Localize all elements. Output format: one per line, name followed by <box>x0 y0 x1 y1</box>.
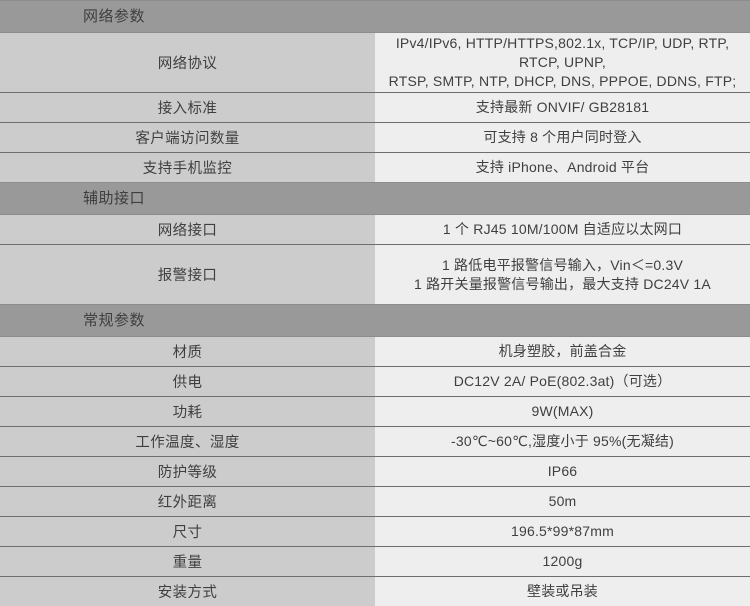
section-header-cell: 网络参数 <box>0 1 750 33</box>
table-row: 工作温度、湿度-30℃~60℃,湿度小于 95%(无凝结) <box>0 427 750 457</box>
spec-value-cell: 1200g <box>375 547 750 577</box>
section-title: 辅助接口 <box>0 190 145 207</box>
spec-value-line: 1 路低电平报警信号输入，Vin＜=0.3V <box>375 256 750 275</box>
spec-value-line: RTSP, SMTP, NTP, DHCP, DNS, PPPOE, DDNS,… <box>375 72 750 91</box>
spec-label-cell: 红外距离 <box>0 487 375 517</box>
spec-value-line: 9W(MAX) <box>375 402 750 421</box>
spec-label-cell: 网络接口 <box>0 215 375 245</box>
section-header-cell: 常规参数 <box>0 305 750 337</box>
spec-value-line: 支持最新 ONVIF/ GB28181 <box>375 98 750 117</box>
spec-value-line: 1 路开关量报警信号输出，最大支持 DC24V 1A <box>375 275 750 294</box>
spec-value-line: 1200g <box>375 552 750 571</box>
spec-value-cell: -30℃~60℃,湿度小于 95%(无凝结) <box>375 427 750 457</box>
spec-label-cell: 安装方式 <box>0 577 375 606</box>
spec-label-cell: 网络协议 <box>0 33 375 93</box>
section-title: 常规参数 <box>0 312 145 329</box>
table-row: 接入标准支持最新 ONVIF/ GB28181 <box>0 93 750 123</box>
spec-value-cell: 196.5*99*87mm <box>375 517 750 547</box>
spec-value-line: 机身塑胶，前盖合金 <box>375 342 750 361</box>
section-header-row: 辅助接口 <box>0 183 750 215</box>
spec-value-cell: DC12V 2A/ PoE(802.3at)（可选） <box>375 367 750 397</box>
spec-label-cell: 客户端访问数量 <box>0 123 375 153</box>
section-title: 网络参数 <box>0 8 145 25</box>
spec-label-cell: 工作温度、湿度 <box>0 427 375 457</box>
spec-label-cell: 供电 <box>0 367 375 397</box>
spec-value-cell: 50m <box>375 487 750 517</box>
spec-value-cell: 1 个 RJ45 10M/100M 自适应以太网口 <box>375 215 750 245</box>
spec-value-line: 支持 iPhone、Android 平台 <box>375 158 750 177</box>
spec-label-cell: 支持手机监控 <box>0 153 375 183</box>
section-header-cell: 辅助接口 <box>0 183 750 215</box>
spec-value-cell: IPv4/IPv6, HTTP/HTTPS,802.1x, TCP/IP, UD… <box>375 33 750 93</box>
spec-value-line: -30℃~60℃,湿度小于 95%(无凝结) <box>375 432 750 451</box>
table-row: 材质机身塑胶，前盖合金 <box>0 337 750 367</box>
spec-value-line: 196.5*99*87mm <box>375 522 750 541</box>
section-header-row: 常规参数 <box>0 305 750 337</box>
table-row: 支持手机监控支持 iPhone、Android 平台 <box>0 153 750 183</box>
spec-value-cell: 机身塑胶，前盖合金 <box>375 337 750 367</box>
spec-label-cell: 防护等级 <box>0 457 375 487</box>
spec-value-line: 壁装或吊装 <box>375 582 750 601</box>
table-row: 安装方式壁装或吊装 <box>0 577 750 606</box>
spec-value-line: 50m <box>375 492 750 511</box>
section-header-row: 网络参数 <box>0 1 750 33</box>
spec-value-cell: IP66 <box>375 457 750 487</box>
spec-value-line: 1 个 RJ45 10M/100M 自适应以太网口 <box>375 220 750 239</box>
spec-label-cell: 接入标准 <box>0 93 375 123</box>
spec-value-cell: 支持 iPhone、Android 平台 <box>375 153 750 183</box>
spec-value-cell: 壁装或吊装 <box>375 577 750 606</box>
spec-label-cell: 重量 <box>0 547 375 577</box>
spec-value-line: IPv4/IPv6, HTTP/HTTPS,802.1x, TCP/IP, UD… <box>375 34 750 72</box>
spec-label-cell: 尺寸 <box>0 517 375 547</box>
spec-label-cell: 功耗 <box>0 397 375 427</box>
spec-value-line: IP66 <box>375 462 750 481</box>
spec-value-line: 可支持 8 个用户同时登入 <box>375 128 750 147</box>
spec-value-cell: 9W(MAX) <box>375 397 750 427</box>
spec-label-cell: 报警接口 <box>0 245 375 305</box>
spec-label-cell: 材质 <box>0 337 375 367</box>
spec-value-cell: 支持最新 ONVIF/ GB28181 <box>375 93 750 123</box>
table-row: 客户端访问数量可支持 8 个用户同时登入 <box>0 123 750 153</box>
spec-value-line: DC12V 2A/ PoE(802.3at)（可选） <box>375 372 750 391</box>
spec-value-cell: 可支持 8 个用户同时登入 <box>375 123 750 153</box>
